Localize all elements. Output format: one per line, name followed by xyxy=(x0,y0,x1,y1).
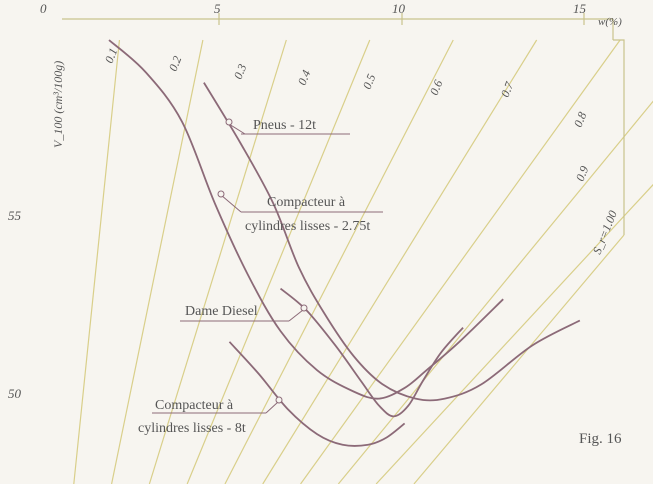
saturation-label: S_r=1.00 xyxy=(590,208,620,256)
saturation-line xyxy=(300,39,621,484)
compaction-curves xyxy=(108,39,581,447)
marker-dame xyxy=(300,304,308,312)
saturation-line xyxy=(186,39,371,484)
x-tick-label-15: 15 xyxy=(573,1,587,16)
saturation-labels: 0.1 0.2 0.3 0.4 0.5 0.6 0.7 0.8 0.9 S_r=1.00 xyxy=(102,46,620,256)
saturation-label: 0.5 xyxy=(360,72,379,91)
saturation-label: 0.6 xyxy=(427,78,446,97)
marker-8 xyxy=(275,396,283,404)
saturation-label: 0.9 xyxy=(573,164,592,183)
saturation-line xyxy=(413,234,625,484)
saturation-lines xyxy=(73,39,653,484)
x-tick-label-0: 0 xyxy=(40,1,47,16)
leader-pneus xyxy=(228,123,246,135)
leader-dame xyxy=(288,309,304,322)
label-8-line1: Compacteur à xyxy=(155,398,234,413)
curve-series-1 xyxy=(108,39,504,400)
label-275-line1: Compacteur à xyxy=(267,195,346,210)
label-8-line2: cylindres lisses - 8t xyxy=(138,421,246,436)
frame-right xyxy=(613,39,625,235)
saturation-label: 0.2 xyxy=(166,54,185,73)
curve-series-3 xyxy=(228,341,406,447)
saturation-label: 0.4 xyxy=(295,68,314,87)
x-tick-label-10: 10 xyxy=(392,1,406,16)
saturation-label: 0.3 xyxy=(231,62,250,81)
leader-8 xyxy=(265,401,279,414)
curve-series-2 xyxy=(279,287,464,418)
leader-275 xyxy=(220,194,242,213)
saturation-line xyxy=(375,183,653,484)
curve-series-0 xyxy=(203,82,581,402)
fig-label: Fig. 16 xyxy=(579,431,622,447)
x-axis-label: w(%) xyxy=(598,16,622,28)
saturation-line xyxy=(110,39,204,484)
saturation-line xyxy=(337,100,653,484)
y-tick-label-55: 55 xyxy=(8,208,22,223)
label-275-line2: cylindres lisses - 2.75t xyxy=(245,219,370,234)
saturation-label: 0.1 xyxy=(102,46,121,65)
saturation-label: 0.8 xyxy=(571,110,590,129)
label-pneus: Pneus - 12t xyxy=(253,118,316,133)
x-tick-label-5: 5 xyxy=(214,1,221,16)
saturation-line xyxy=(224,39,454,484)
annotation-leaders xyxy=(152,118,383,414)
marker-275 xyxy=(217,190,225,198)
label-dame: Dame Diesel xyxy=(185,304,258,319)
saturation-label: 0.7 xyxy=(498,79,517,99)
saturation-line xyxy=(148,39,287,484)
y-tick-label-50: 50 xyxy=(8,386,22,401)
y-axis-label: V_100 (cm³/100g) xyxy=(51,61,65,148)
marker-pneus xyxy=(225,118,233,126)
saturation-line xyxy=(262,39,538,484)
saturation-line xyxy=(73,39,121,484)
